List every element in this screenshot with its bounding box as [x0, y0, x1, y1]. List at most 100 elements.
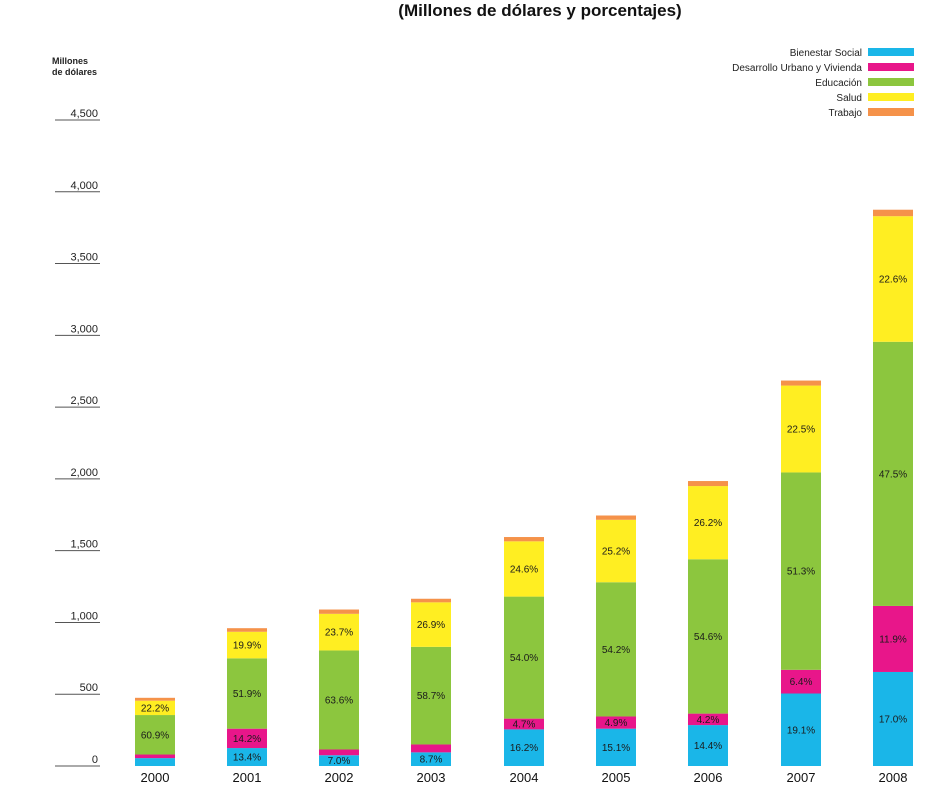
data-label: 22.5% [787, 425, 815, 436]
bar-segment [411, 752, 451, 766]
bar-segment [504, 537, 544, 542]
data-label: 8.7% [420, 755, 443, 766]
legend-label: Desarrollo Urbano y Vivienda [732, 63, 862, 74]
data-label: 58.7% [417, 691, 445, 702]
y-tick-label: 4,500 [70, 108, 98, 120]
data-label: 19.9% [233, 641, 261, 652]
data-label: 22.2% [141, 703, 169, 714]
y-tick-label: 3,000 [70, 323, 98, 335]
bar-group-2008: 17.0% 11.9% 47.5% 22.6% [873, 209, 913, 766]
data-label: 23.7% [325, 628, 353, 639]
legend-label: Educación [815, 78, 862, 89]
bar-segment [504, 718, 544, 730]
y-tick-label: 500 [80, 682, 98, 694]
bar-segment [873, 605, 913, 672]
bar-segment [596, 519, 636, 583]
bar-segment [596, 515, 636, 520]
bar-segment [135, 700, 175, 716]
y-axis-unit-line-1: Millones [52, 56, 88, 66]
bar-segment [135, 697, 175, 701]
bar-segment [781, 669, 821, 694]
bar-segment [873, 216, 913, 342]
bar-segment [596, 716, 636, 729]
bar-segment [319, 749, 359, 756]
data-label: 4.2% [697, 715, 720, 726]
y-tick-label: 2,500 [70, 395, 98, 407]
bar-group-2002: 7.0% 63.6% 23.7% [319, 609, 359, 767]
x-tick-label: 2007 [787, 770, 816, 785]
bar-segment [411, 598, 451, 603]
x-tick-label: 2005 [602, 770, 631, 785]
bar-group-2004: 16.2% 4.7% 54.0% 24.6% [504, 537, 544, 766]
bar-segment [319, 650, 359, 750]
bar-segment [411, 744, 451, 753]
data-label: 26.2% [694, 518, 722, 529]
bar-segment [227, 631, 267, 659]
bar-segment [596, 728, 636, 766]
data-label: 25.2% [602, 547, 630, 558]
bar-segment [688, 559, 728, 714]
data-label: 22.6% [879, 274, 907, 285]
chart-title: (Millones de dólares y porcentajes) [398, 1, 681, 20]
data-label: 63.6% [325, 695, 353, 706]
bar-segment [319, 609, 359, 614]
data-label: 54.0% [510, 653, 538, 664]
bar-segment [135, 715, 175, 755]
bar-group-2005: 15.1% 4.9% 54.2% 25.2% [596, 515, 636, 766]
legend-swatch [868, 108, 914, 116]
data-label: 16.2% [510, 743, 538, 754]
bar-segment [781, 380, 821, 386]
data-label: 14.2% [233, 734, 261, 745]
bar-segment [504, 729, 544, 766]
bar-group-2003: 8.7% 58.7% 26.9% [411, 598, 451, 766]
legend-label: Salud [836, 93, 862, 104]
y-tick-label: 3,500 [70, 252, 98, 264]
bars: 60.9% 22.2% 13.4% 14.2% 51.9% 19.9% 7.0% 63.6% 2… [135, 209, 913, 767]
y-axis-unit-line-2: de dólares [52, 67, 97, 77]
bar-segment [504, 596, 544, 719]
data-label: 24.6% [510, 564, 538, 575]
bar-segment [688, 481, 728, 487]
x-tick-label: 2001 [233, 770, 262, 785]
data-label: 51.3% [787, 567, 815, 578]
data-label: 19.1% [787, 725, 815, 736]
data-label: 13.4% [233, 753, 261, 764]
bar-segment [504, 541, 544, 597]
bar-segment [319, 755, 359, 766]
bar-segment [319, 613, 359, 651]
bar-segment [596, 582, 636, 717]
bar-segment [227, 628, 267, 632]
bar-segment [688, 713, 728, 726]
bar-segment [411, 646, 451, 745]
bar-group-2007: 19.1% 6.4% 51.3% 22.5% [781, 380, 821, 766]
bar-segment [688, 486, 728, 560]
y-tick-label: 1,500 [70, 539, 98, 551]
bar-segment [227, 658, 267, 729]
x-tick-label: 2003 [417, 770, 446, 785]
legend-swatch [868, 78, 914, 86]
x-tick-label: 2002 [325, 770, 354, 785]
bar-segment [873, 209, 913, 217]
bar-group-2001: 13.4% 14.2% 51.9% 19.9% [227, 628, 267, 766]
y-axis-unit-label: Millones de dólares [52, 56, 97, 77]
bar-segment [411, 602, 451, 647]
data-label: 7.0% [328, 756, 351, 767]
bar-segment [873, 341, 913, 606]
y-tick-label: 4,000 [70, 180, 98, 192]
data-label: 4.9% [605, 718, 628, 729]
data-label: 51.9% [233, 689, 261, 700]
bar-group-2006: 14.4% 4.2% 54.6% 26.2% [688, 481, 728, 766]
x-tick-label: 2008 [879, 770, 908, 785]
data-label: 15.1% [602, 743, 630, 754]
bar-segment [781, 385, 821, 473]
bar-segment [135, 754, 175, 759]
data-label: 17.0% [879, 714, 907, 725]
data-label: 14.4% [694, 741, 722, 752]
legend-label: Trabajo [828, 108, 862, 119]
bar-segment [227, 748, 267, 766]
data-label: 47.5% [879, 469, 907, 480]
data-label: 54.6% [694, 632, 722, 643]
y-tick-label: 0 [92, 754, 98, 766]
legend-swatch [868, 93, 914, 101]
